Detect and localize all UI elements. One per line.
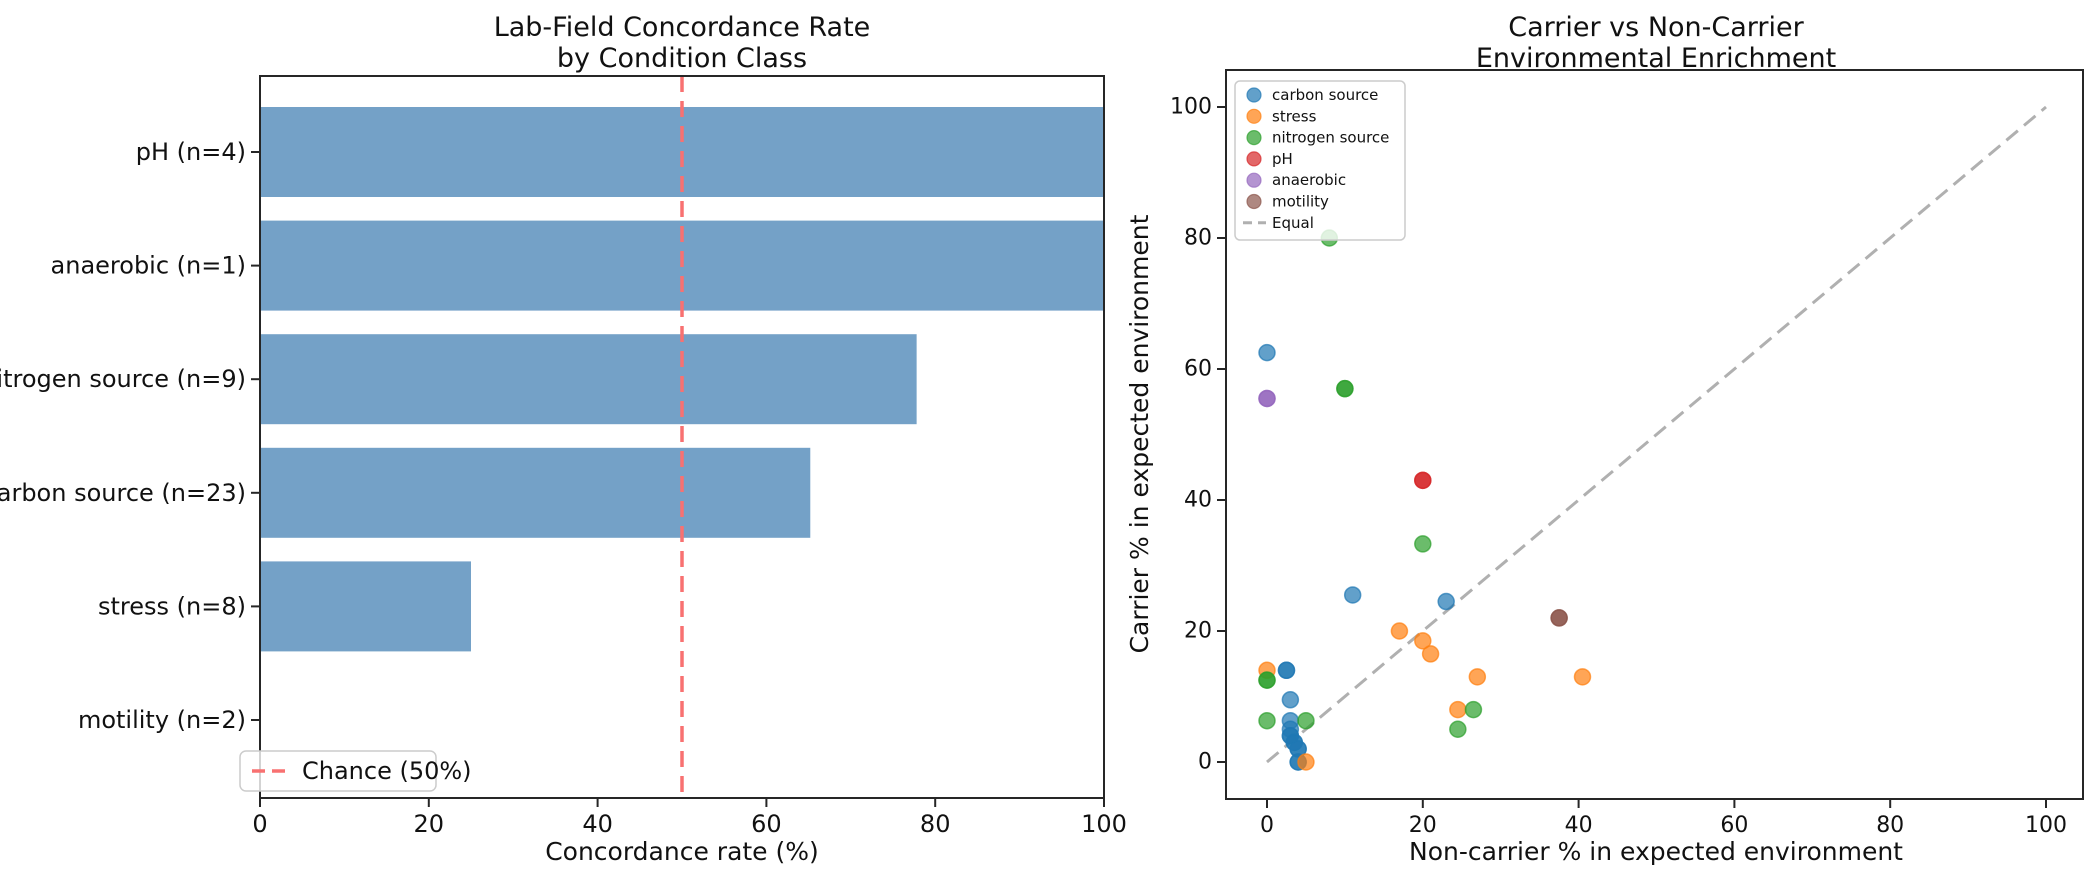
x-tick-label: 0 <box>252 810 267 838</box>
x-tick-label: 100 <box>1081 810 1127 838</box>
legend-marker-nitrogen-source <box>1246 130 1262 146</box>
y-category-label: carbon source (n=23) <box>0 479 246 507</box>
scatter-point-motility <box>1550 609 1568 627</box>
legend-marker-pH <box>1246 151 1262 167</box>
legend-marker-motility <box>1246 193 1262 210</box>
scatter-point-carbon-source <box>1258 343 1276 362</box>
legend-label-equal: Equal <box>1272 214 1314 232</box>
scatter-point-nitrogen-source <box>1258 711 1276 730</box>
x-tick-label: 0 <box>1260 813 1274 838</box>
legend-label: nitrogen source <box>1272 129 1389 147</box>
scatter-chart: 0 20 40 60 80 100 0 20 40 60 80 100 Carrier vs Non-… <box>1125 12 2084 866</box>
scatter-point-stress <box>1468 668 1487 686</box>
y-category-label: nitrogen source (n=9) <box>0 365 246 393</box>
y-tick-label: 20 <box>1184 619 1212 644</box>
legend-marker-carbon-source <box>1246 87 1262 103</box>
bar-chart-ticks: 0 20 40 60 80 100 pH (n=4) anaerobic (n=1) nitro… <box>0 138 1127 838</box>
y-tick-label: 0 <box>1198 750 1212 775</box>
scatter-chart-axes <box>1225 69 2084 800</box>
x-tick-label: 20 <box>414 810 445 838</box>
legend-label: carbon source <box>1272 86 1378 104</box>
y-tick-label: 100 <box>1170 95 1212 120</box>
bar-carbon <box>260 447 811 538</box>
y-tick-label: 40 <box>1184 488 1212 513</box>
scatter-point-stress <box>1297 753 1315 771</box>
y-category-label: motility (n=2) <box>78 706 246 734</box>
x-tick-label: 80 <box>920 810 951 838</box>
scatter-point-nitrogen-source <box>1258 671 1276 689</box>
scatter-chart-title-line1: Carrier vs Non-Carrier <box>1508 12 1804 43</box>
scatter-point-carbon-source <box>1343 586 1362 604</box>
x-tick-label: 40 <box>1565 813 1593 838</box>
x-tick-label: 100 <box>2025 813 2067 838</box>
scatter-chart-frame <box>1225 69 2084 800</box>
legend-label: pH <box>1272 150 1293 168</box>
bar-chart-title-line2: by Condition Class <box>557 43 807 74</box>
scatter-point-stress <box>1449 700 1467 719</box>
legend-label: motility <box>1272 193 1329 211</box>
scatter-chart-xlabel: Non-carrier % in expected environment <box>1409 837 1903 866</box>
legend-marker-anaerobic <box>1246 172 1262 188</box>
bar-chart-xlabel: Concordance rate (%) <box>545 837 819 866</box>
scatter-points-group <box>1258 229 1592 771</box>
scatter-legend: carbon source stress nitrogen source pH anae… <box>1234 80 1406 241</box>
chance-legend: Chance (50%) <box>239 750 472 792</box>
scatter-point-stress <box>1573 668 1592 686</box>
scatter-chart-title-line2: Environmental Enrichment <box>1476 43 1836 74</box>
scatter-point-carbon-source <box>1437 592 1455 611</box>
y-category-label: stress (n=8) <box>98 592 246 620</box>
equal-line <box>1266 105 2047 764</box>
bar-chart: 0 20 40 60 80 100 pH (n=4) anaerobic (n=1) nitro… <box>0 12 1127 866</box>
bar-chart-frame <box>259 75 1105 799</box>
scatter-point-stress <box>1390 622 1409 640</box>
bar-stress <box>260 561 471 652</box>
scatter-point-stress <box>1421 645 1440 663</box>
y-category-label: anaerobic (n=1) <box>51 252 246 280</box>
scatter-point-anaerobic <box>1258 389 1276 408</box>
legend-label: anaerobic <box>1272 171 1346 189</box>
y-tick-label: 60 <box>1184 357 1212 382</box>
legend-marker-stress <box>1246 108 1262 124</box>
bar-chart-axes <box>259 75 1105 799</box>
x-tick-label: 60 <box>1720 813 1748 838</box>
y-category-label: pH (n=4) <box>136 138 246 166</box>
scatter-chart-ticks: 0 20 40 60 80 100 0 20 40 60 80 100 <box>1170 95 2067 839</box>
scatter-point-nitrogen-source <box>1449 720 1467 738</box>
legend-label: stress <box>1272 107 1317 125</box>
scatter-chart-ylabel: Carrier % in expected environment <box>1125 214 1154 653</box>
scatter-point-stress <box>1414 632 1432 650</box>
chance-legend-box <box>239 750 437 792</box>
x-tick-label: 20 <box>1409 813 1437 838</box>
scatter-point-carbon-source <box>1277 661 1296 680</box>
scatter-point-nitrogen-source <box>1464 700 1483 719</box>
bar-chart-title-line1: Lab-Field Concordance Rate <box>494 12 871 43</box>
scatter-point-pH <box>1414 471 1432 490</box>
scatter-legend-box <box>1234 80 1406 241</box>
x-tick-label: 80 <box>1876 813 1904 838</box>
bar-nitrogen <box>260 334 917 425</box>
scatter-point-nitrogen-source <box>1297 711 1315 730</box>
x-tick-label: 60 <box>751 810 782 838</box>
scatter-point-nitrogen-source <box>1336 379 1354 398</box>
scatter-point-carbon-source <box>1281 691 1300 709</box>
y-tick-label: 80 <box>1184 226 1212 251</box>
chance-legend-label: Chance (50%) <box>302 757 472 785</box>
x-tick-label: 40 <box>582 810 613 838</box>
scatter-point-nitrogen-source <box>1414 535 1432 553</box>
equal-line-group <box>1266 105 2047 764</box>
